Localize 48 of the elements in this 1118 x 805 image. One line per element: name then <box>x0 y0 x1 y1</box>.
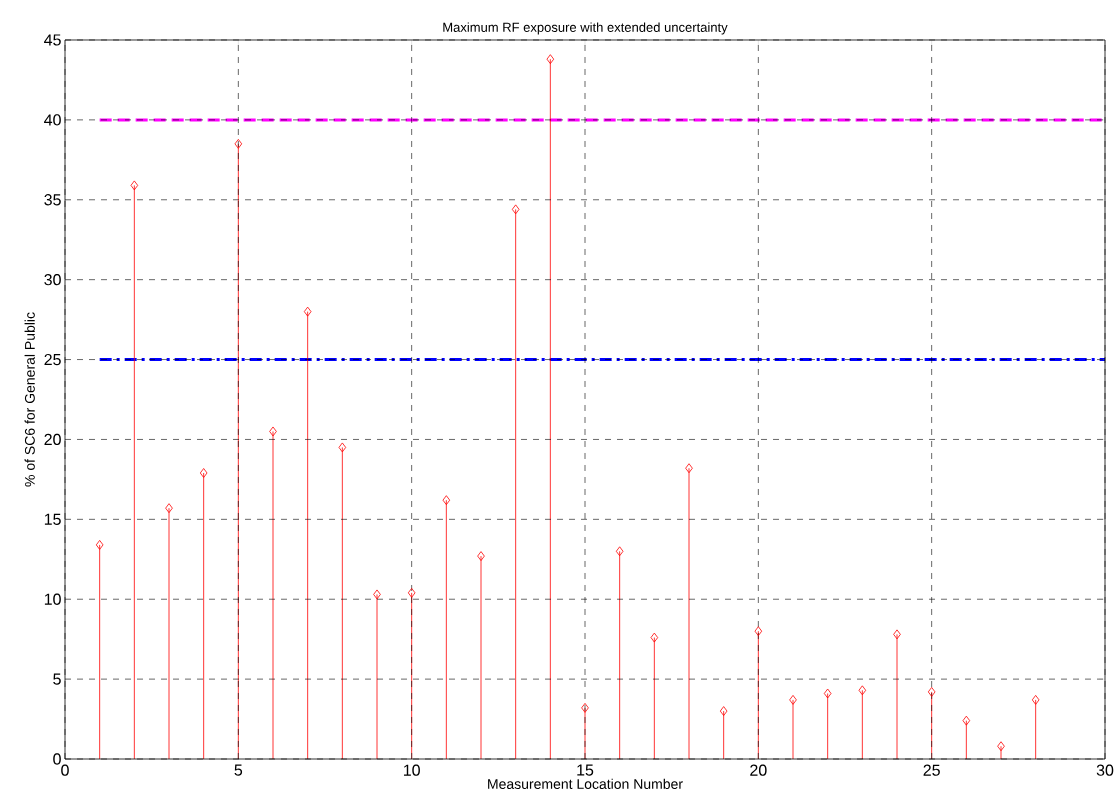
point <box>927 686 936 697</box>
point <box>581 702 589 713</box>
point <box>338 442 347 453</box>
y-tick-label: 40 <box>44 114 61 126</box>
x-tick-label: 30 <box>1096 764 1114 776</box>
x-axis-title: Measurement Location Number <box>488 778 683 789</box>
point <box>962 715 971 726</box>
point <box>165 503 173 514</box>
point <box>858 685 867 696</box>
point <box>823 688 832 699</box>
point <box>893 629 901 640</box>
point <box>269 426 277 437</box>
x-tick-label: 10 <box>403 764 420 776</box>
point <box>95 539 104 550</box>
point <box>130 180 139 191</box>
y-tick-label: 45 <box>44 34 61 46</box>
x-tick-label: 5 <box>234 764 243 776</box>
point <box>199 468 208 478</box>
y-tick-label: 10 <box>44 593 61 605</box>
point <box>754 626 763 637</box>
point <box>234 138 243 149</box>
y-tick-label: 30 <box>44 274 61 286</box>
y-tick-label: 0 <box>53 753 61 765</box>
y-tick-label: 20 <box>44 433 61 446</box>
x-tick-label: 25 <box>923 764 940 776</box>
x-tick-label: 0 <box>61 764 69 776</box>
point <box>407 587 416 598</box>
point <box>546 54 555 65</box>
point <box>511 204 520 215</box>
y-axis-title: % of SC6 for General Public <box>24 312 35 487</box>
y-tick-label: 35 <box>44 194 61 206</box>
point <box>615 546 624 557</box>
point <box>1031 694 1040 705</box>
y-tick-label: 15 <box>44 513 61 525</box>
point <box>650 632 659 643</box>
x-tick-label: 15 <box>577 764 594 776</box>
point <box>477 551 485 561</box>
point <box>685 463 693 474</box>
x-tick-label: 20 <box>750 764 767 776</box>
point <box>303 306 312 317</box>
chart-title: Maximum RF exposure with extended uncertainty <box>443 22 728 35</box>
point <box>373 589 381 600</box>
point <box>789 694 797 705</box>
point <box>997 741 1005 752</box>
y-tick-label: 25 <box>44 353 61 366</box>
point <box>719 706 728 716</box>
point <box>442 495 451 506</box>
y-tick-label: 5 <box>53 673 61 685</box>
